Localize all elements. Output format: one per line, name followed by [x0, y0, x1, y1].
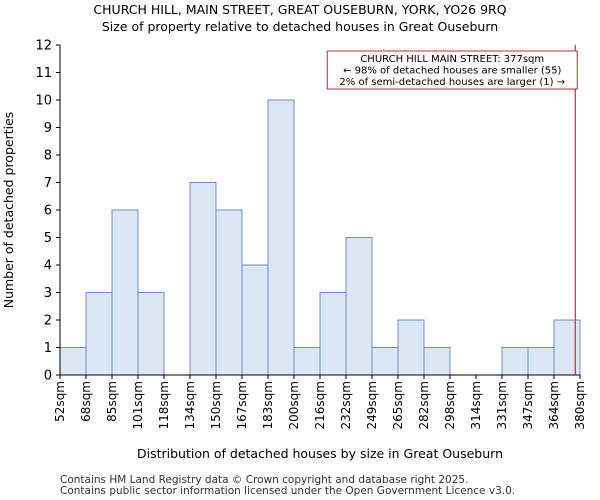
x-tick-label: 265sqm — [391, 381, 405, 429]
histogram-bar — [345, 237, 373, 376]
y-tick-label: 10 — [35, 94, 52, 109]
histogram-bar — [319, 292, 347, 376]
histogram-bar — [85, 292, 113, 376]
y-tick-label: 8 — [44, 149, 52, 164]
histogram-bar — [59, 347, 87, 376]
histogram-bar — [267, 99, 295, 376]
x-tick-label: 200sqm — [287, 381, 301, 429]
x-tick-label: 150sqm — [209, 381, 223, 429]
y-tick-label: 7 — [44, 176, 52, 191]
annotation-line: ← 98% of detached houses are smaller (55… — [343, 66, 561, 77]
footer-line-1: Contains HM Land Registry data © Crown c… — [60, 474, 469, 486]
histogram-bar — [397, 319, 425, 376]
annotation-box — [326, 50, 578, 90]
x-tick-label: 298sqm — [443, 381, 457, 429]
y-tick-label: 12 — [35, 39, 52, 54]
histogram-bar — [423, 347, 451, 376]
y-tick-label: 5 — [44, 231, 52, 246]
x-tick-label: 314sqm — [469, 381, 483, 429]
chart-title: CHURCH HILL, MAIN STREET, GREAT OUSEBURN… — [93, 2, 507, 17]
histogram-bar — [527, 347, 555, 376]
y-tick-label: 4 — [44, 259, 52, 274]
x-tick-label: 183sqm — [261, 381, 275, 429]
x-tick-label: 364sqm — [547, 381, 561, 429]
annotation-line: 2% of semi-detached houses are larger (1… — [339, 77, 565, 88]
x-tick-label: 167sqm — [235, 381, 249, 429]
y-tick-label: 1 — [44, 341, 52, 356]
x-tick-label: 118sqm — [157, 381, 171, 429]
x-tick-label: 249sqm — [365, 381, 379, 429]
footer-line-2: Contains public sector information licen… — [60, 485, 516, 497]
y-tick-label: 6 — [44, 204, 52, 219]
x-tick-label: 282sqm — [417, 381, 431, 429]
histogram-bar — [241, 264, 269, 376]
histogram-bar — [111, 209, 139, 376]
histogram-bar — [137, 292, 165, 376]
x-tick-label: 68sqm — [79, 381, 93, 422]
annotation-line: CHURCH HILL MAIN STREET: 377sqm — [360, 54, 544, 65]
x-tick-label: 134sqm — [183, 381, 197, 429]
y-axis-label: Number of detached properties — [1, 112, 16, 309]
y-tick-label: 0 — [44, 369, 52, 384]
x-axis-label: Distribution of detached houses by size … — [137, 446, 503, 461]
histogram-bar — [189, 182, 217, 376]
x-tick-label: 101sqm — [131, 381, 145, 429]
y-tick-label: 9 — [44, 121, 52, 136]
histogram-bar — [553, 319, 581, 376]
x-tick-label: 85sqm — [105, 381, 119, 422]
x-tick-label: 232sqm — [339, 381, 353, 429]
x-tick-label: 216sqm — [313, 381, 327, 429]
y-tick-label: 2 — [44, 314, 52, 329]
histogram-bar — [371, 347, 399, 376]
x-tick-label: 331sqm — [495, 381, 509, 429]
x-tick-label: 380sqm — [573, 381, 587, 429]
y-tick-label: 11 — [35, 66, 52, 81]
histogram-bar — [215, 209, 243, 376]
x-tick-label: 52sqm — [53, 381, 67, 422]
histogram-bar — [293, 347, 321, 376]
y-tick-label: 3 — [44, 286, 52, 301]
chart-subtitle: Size of property relative to detached ho… — [101, 19, 499, 34]
histogram-bar — [501, 347, 529, 376]
x-tick-label: 347sqm — [521, 381, 535, 429]
